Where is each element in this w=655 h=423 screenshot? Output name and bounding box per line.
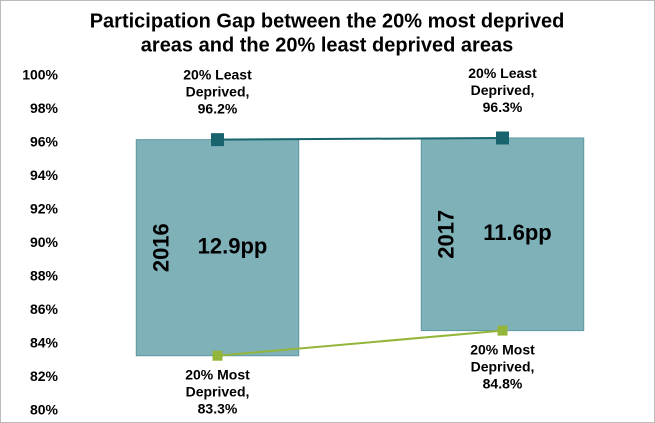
data-label: 20% Most Deprived, 83.3% [185,366,250,416]
y-tick-label: 88% [30,268,59,284]
data-label: 20% Most Deprived, 84.8% [470,341,535,391]
y-tick-label: 80% [30,402,59,418]
chart-title: Participation Gap between the 20% most d… [90,10,565,32]
y-tick-label: 92% [30,201,59,217]
y-tick-label: 86% [30,301,59,317]
marker [212,350,223,361]
y-tick-label: 94% [30,167,59,183]
y-tick-label: 98% [30,100,59,116]
gap-label: 11.6pp [483,220,551,245]
marker [496,131,509,145]
y-tick-label: 84% [30,335,59,351]
category-label: 2016 [148,223,173,272]
marker [211,133,224,147]
y-tick-label: 90% [30,234,59,250]
marker [497,325,508,336]
chart-title: areas and the 20% least deprived areas [141,34,513,56]
data-label: 20% Least Deprived, 96.3% [468,65,537,115]
y-tick-label: 100% [22,67,58,83]
data-label: 20% Least Deprived, 96.2% [183,66,252,116]
category-label: 2017 [433,210,458,259]
gap-label: 12.9pp [198,234,268,259]
y-tick-label: 82% [30,368,59,384]
gap-bar [135,139,300,357]
y-tick-label: 96% [30,134,59,150]
series-line [217,136,503,141]
series-line [217,329,503,357]
